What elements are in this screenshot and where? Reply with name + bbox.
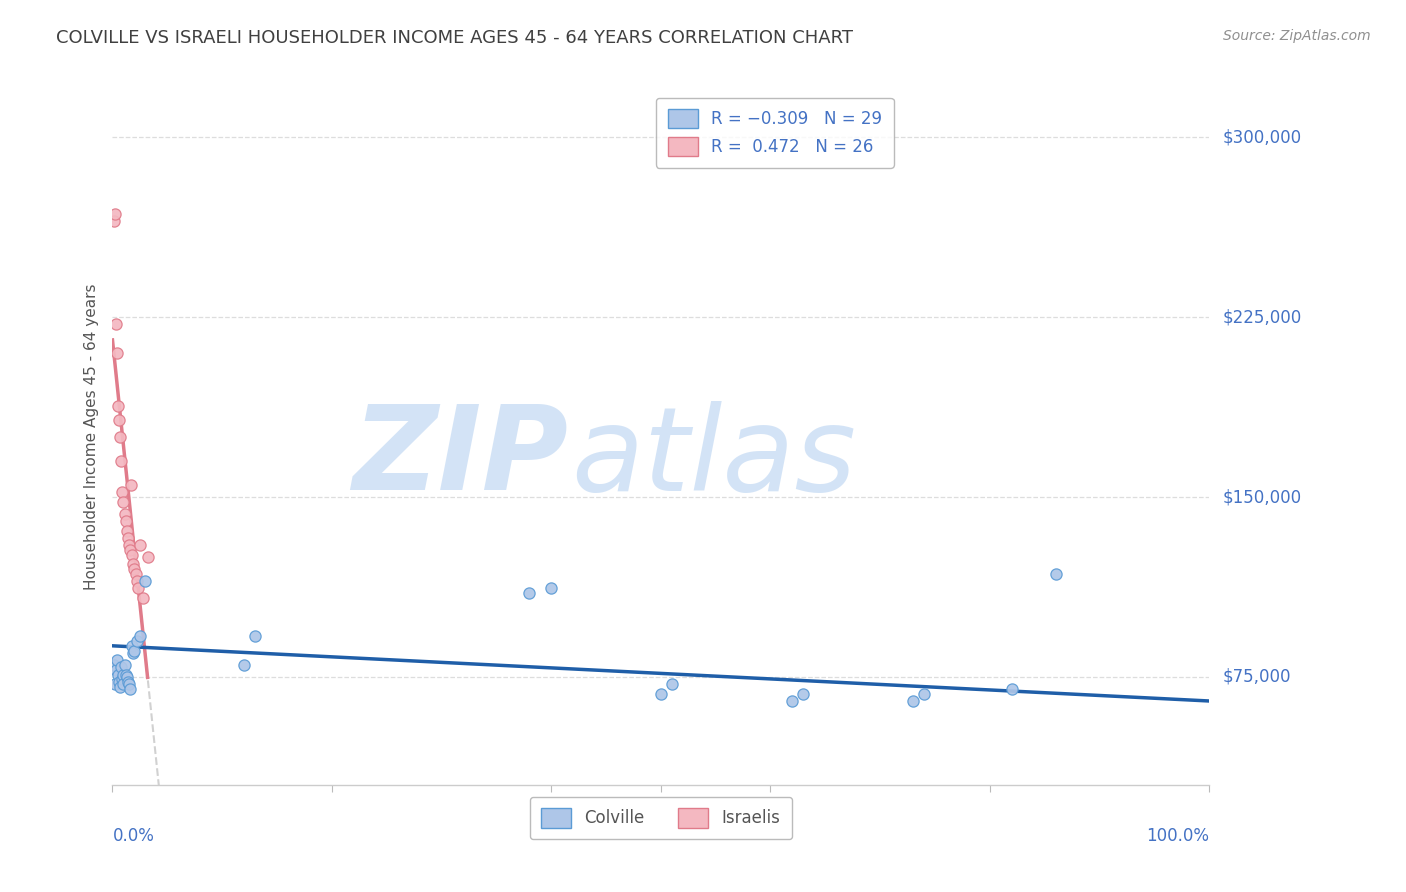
Point: [125, 634, 148, 648]
Point: [104, 677, 127, 691]
Point: [111, 673, 134, 687]
Point: [243, 629, 266, 643]
Point: [114, 507, 136, 521]
Point: [104, 663, 127, 677]
Point: [108, 680, 131, 694]
Point: [115, 524, 138, 538]
Point: [112, 495, 135, 509]
Point: [114, 658, 136, 673]
Point: [108, 430, 131, 444]
Point: [114, 514, 136, 528]
Point: [121, 639, 143, 653]
Point: [782, 694, 804, 708]
Point: [112, 667, 135, 681]
Text: atlas: atlas: [571, 401, 856, 515]
Point: [111, 485, 134, 500]
Point: [105, 653, 128, 667]
Point: [108, 413, 131, 427]
Text: COLVILLE VS ISRAELI HOUSEHOLDER INCOME AGES 45 - 64 YEARS CORRELATION CHART: COLVILLE VS ISRAELI HOUSEHOLDER INCOME A…: [56, 29, 853, 46]
Point: [120, 478, 142, 492]
Point: [1001, 681, 1024, 696]
Point: [233, 658, 256, 673]
Point: [112, 677, 135, 691]
Point: [118, 677, 141, 691]
Point: [107, 667, 129, 681]
Point: [1045, 566, 1067, 581]
Point: [110, 454, 132, 468]
Text: $150,000: $150,000: [1223, 488, 1302, 506]
Point: [108, 674, 131, 689]
Point: [104, 207, 127, 221]
Point: [118, 681, 141, 696]
Point: [129, 629, 152, 643]
Point: [122, 558, 145, 572]
Point: [136, 549, 159, 564]
Point: [134, 574, 156, 588]
Point: [540, 581, 562, 595]
Text: 100.0%: 100.0%: [1146, 827, 1209, 845]
Point: [132, 591, 155, 605]
Point: [650, 687, 672, 701]
Point: [117, 531, 139, 545]
Point: [117, 674, 139, 689]
Text: ZIP: ZIP: [352, 401, 568, 516]
Text: $75,000: $75,000: [1223, 668, 1292, 686]
Point: [103, 214, 125, 228]
Point: [118, 542, 141, 557]
Text: $225,000: $225,000: [1223, 308, 1302, 326]
Point: [124, 562, 146, 576]
Point: [124, 566, 146, 581]
Point: [661, 677, 683, 691]
Point: [104, 318, 127, 332]
Point: [103, 658, 125, 673]
Y-axis label: Householder Income Ages 45 - 64 years: Householder Income Ages 45 - 64 years: [83, 284, 98, 591]
Point: [110, 660, 132, 674]
Point: [129, 538, 152, 552]
Point: [124, 643, 146, 657]
Point: [901, 694, 924, 708]
Point: [115, 670, 138, 684]
Point: [118, 538, 141, 552]
Point: [107, 399, 129, 413]
Text: 0.0%: 0.0%: [112, 827, 155, 845]
Point: [114, 667, 136, 681]
Point: [517, 586, 540, 600]
Point: [912, 687, 935, 701]
Point: [121, 548, 143, 562]
Point: [122, 646, 145, 660]
Legend: Colville, Israelis: Colville, Israelis: [530, 797, 792, 839]
Point: [105, 346, 128, 360]
Text: $300,000: $300,000: [1223, 128, 1302, 146]
Text: Source: ZipAtlas.com: Source: ZipAtlas.com: [1223, 29, 1371, 43]
Point: [792, 687, 814, 701]
Point: [125, 574, 148, 588]
Point: [127, 581, 149, 595]
